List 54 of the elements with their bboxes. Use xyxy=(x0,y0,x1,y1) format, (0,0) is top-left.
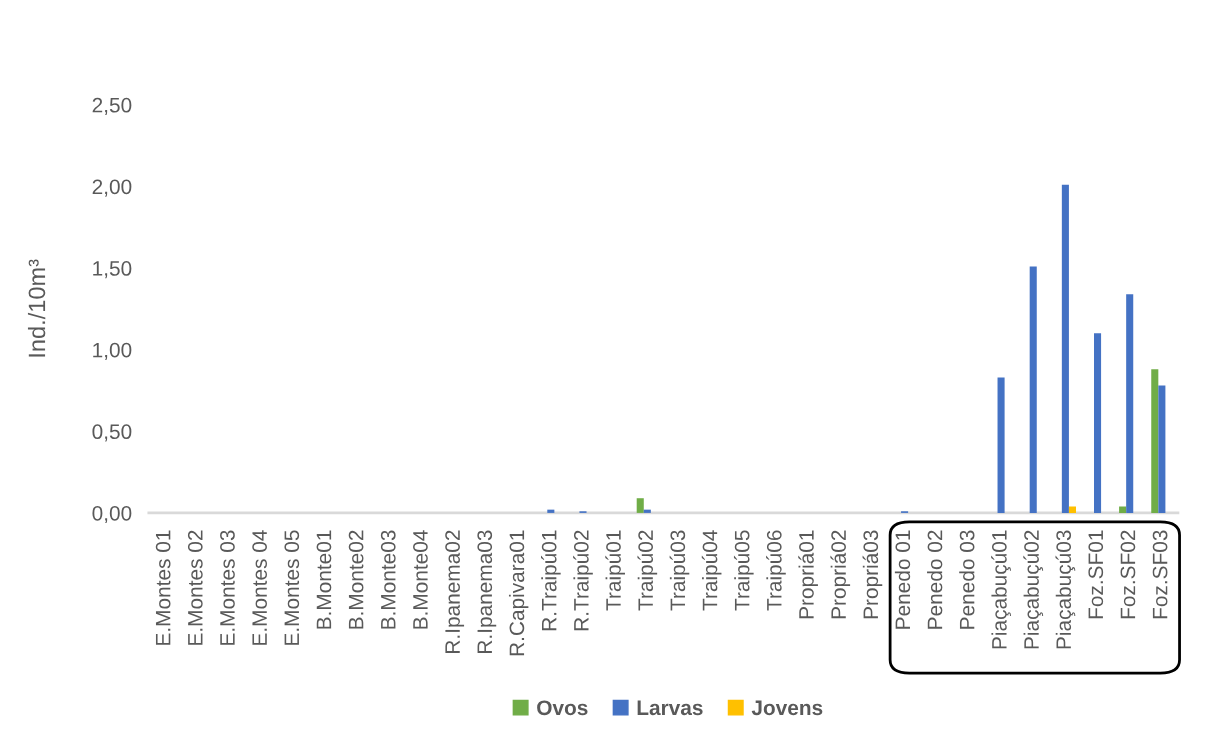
legend-label: Jovens xyxy=(751,700,823,716)
y-tick-label: 1,50 xyxy=(93,261,132,279)
bar xyxy=(997,377,1005,513)
bar xyxy=(1119,506,1127,513)
x-tick-label: E.Montes 02 xyxy=(187,530,203,645)
x-tick-label: Propriá02 xyxy=(830,530,851,619)
x-tick-label: B.Monte02 xyxy=(348,530,364,629)
x-tick-label: Traipú04 xyxy=(701,530,722,611)
bar xyxy=(1126,294,1134,513)
x-tick-label: Traipú02 xyxy=(637,530,658,611)
bar xyxy=(1068,506,1076,513)
y-tick-label: 1,00 xyxy=(93,342,132,360)
x-tick-label: Propriá03 xyxy=(862,530,883,619)
y-tick-label: 2,00 xyxy=(92,179,132,197)
x-tick-label: Propriá01 xyxy=(798,530,818,619)
y-tick-label: 0,00 xyxy=(92,505,132,524)
x-tick-label: E.Montes 03 xyxy=(220,530,235,645)
x-tick-label: Traipú06 xyxy=(766,530,786,611)
y-tick-label: 0,50 xyxy=(92,424,132,442)
bar xyxy=(1061,184,1069,513)
x-tick-label: Traipú01 xyxy=(605,530,625,611)
x-tick-label: Traipú05 xyxy=(733,530,754,611)
x-tick-label: E.Montes 04 xyxy=(252,530,267,645)
x-tick-label: Penedo 02 xyxy=(927,530,943,629)
x-tick-label: E.Montes 05 xyxy=(284,530,300,645)
x-tick-label: Penedo 01 xyxy=(894,530,911,629)
bar xyxy=(1029,266,1037,513)
x-tick-label: B.Monte01 xyxy=(316,530,332,629)
x-tick-label: R.Ipanema03 xyxy=(477,530,497,653)
x-tick-label: E.Montes 01 xyxy=(155,530,171,645)
bar xyxy=(643,509,651,513)
y-tick-label: 2,50 xyxy=(92,97,132,116)
x-tick-label: Piaçabuçú02 xyxy=(1023,530,1044,649)
x-tick-label: R.Traipú02 xyxy=(573,530,593,631)
x-tick-label: B.Monte04 xyxy=(413,530,428,629)
x-tick-label: Traipú03 xyxy=(669,530,690,611)
x-tick-label: Penedo 03 xyxy=(959,530,975,629)
x-tick-label: Foz.SF01 xyxy=(1088,530,1104,619)
x-tick-label: Piaçabuçú01 xyxy=(991,530,1011,649)
x-tick-label: R.Ipanema02 xyxy=(445,530,465,653)
x-tick-label: Piaçabuçú03 xyxy=(1055,530,1076,649)
legend-label: Ovos xyxy=(537,700,588,716)
x-tick-label: R.Capivara01 xyxy=(508,530,529,656)
y-axis-title: Ind./10m³ xyxy=(27,259,46,357)
legend-label: Larvas xyxy=(637,700,703,716)
bar xyxy=(1151,369,1159,513)
bar xyxy=(547,509,555,513)
x-tick-label: B.Monte03 xyxy=(380,530,396,629)
bar xyxy=(636,498,644,513)
x-tick-label: Foz.SF02 xyxy=(1120,530,1136,619)
x-tick-label: Foz.SF03 xyxy=(1152,530,1168,619)
x-tick-label: R.Traipú01 xyxy=(541,530,561,631)
bar xyxy=(1158,385,1166,513)
bar xyxy=(1094,333,1102,513)
